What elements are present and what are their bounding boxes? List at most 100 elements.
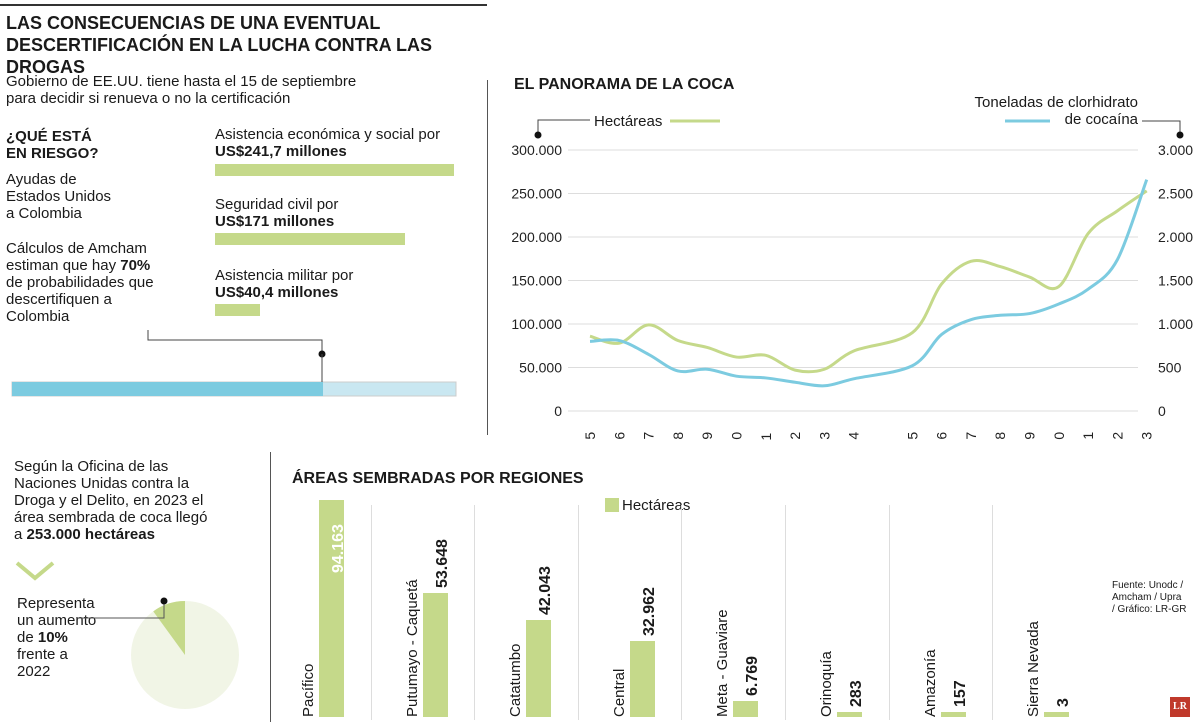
x-tick-label: 2021	[1080, 432, 1096, 440]
bar-amazon-a	[940, 712, 966, 717]
x-tick-label: 2013	[816, 432, 832, 440]
x-tick-label: 2014	[846, 432, 862, 440]
value-label: 283	[848, 680, 865, 707]
aid-military: Asistencia militar por US$40,4 millones	[215, 267, 354, 301]
aid-civil-bar	[215, 233, 405, 245]
column-separator	[992, 505, 994, 720]
line-chart: 0 0 50.000 500 100.000 1.000 150.000 1.500 200.0…	[511, 119, 1193, 440]
x-tick-label: 2019	[1022, 432, 1038, 440]
bar-legend-label: Hectáreas	[622, 497, 691, 514]
series-line-hectareas	[589, 189, 1148, 374]
x-tick-label: 2010	[729, 432, 745, 440]
left-tick-label: 150.000	[511, 273, 562, 289]
column-separator	[888, 505, 890, 720]
unodc-text: Según la Oficina de las Naciones Unidas c…	[14, 458, 208, 543]
x-tick-label: 2005	[582, 432, 598, 440]
category-label: Pacífico	[300, 663, 317, 717]
bar-putumayo-caquet-	[422, 593, 448, 717]
x-tick-label: 2011	[758, 433, 774, 440]
x-tick-label: 2007	[641, 432, 657, 440]
value-label: 3	[1055, 698, 1073, 707]
bar-central	[629, 641, 655, 717]
risk-subtext: Ayudas de Estados Unidos a Colombia	[6, 171, 112, 222]
legend-hectareas: Hectáreas	[594, 113, 663, 130]
source-note: Fuente: Unodc / Amcham / Upra / Gráfico: L…	[1112, 580, 1187, 615]
bar-sierra-nevada	[1044, 712, 1070, 717]
lr-logo: LR	[1170, 697, 1190, 717]
x-tick-label: 2009	[699, 432, 715, 440]
x-tick-label: 2012	[787, 432, 803, 440]
series-line-cocaina	[589, 179, 1149, 388]
line-chart-title: EL PANORAMA DE LA COCA	[514, 76, 735, 93]
column-separator	[370, 505, 372, 720]
probability-bar	[11, 330, 457, 397]
column-separator	[785, 505, 786, 720]
value-label: 94.163	[330, 524, 347, 573]
legend-leader	[1142, 120, 1181, 135]
category-label: Orinoquía	[818, 651, 835, 717]
x-tick-label: 2006	[611, 432, 627, 440]
x-tick-label: 2018	[992, 432, 1008, 440]
x-tick-label: 2008	[670, 432, 686, 440]
left-tick-label: 300.000	[511, 142, 562, 158]
aid-economic-bar	[215, 164, 454, 176]
pie-slice-increase	[153, 601, 185, 655]
category-label: Amazonía	[921, 649, 939, 717]
legend-cocaina: Toneladas de clorhidrato de cocaína	[974, 94, 1138, 128]
category-label: Putumayo - Caquetá	[403, 579, 421, 717]
value-label: 32.962	[640, 587, 658, 637]
right-tick-label: 3.000	[1158, 142, 1193, 158]
column-separator	[474, 505, 476, 720]
left-tick-label: 200.000	[511, 229, 562, 245]
amcham-text: Cálculos de Amcham estiman que hay 70% de …	[6, 240, 154, 325]
x-tick-label: 2023	[1139, 432, 1155, 440]
bar-catatumbo	[526, 620, 552, 717]
risk-heading: ¿QUÉ ESTÁ EN RIESGO?	[6, 128, 99, 162]
x-tick-label: 2020	[1051, 432, 1067, 440]
right-tick-label: 2.500	[1158, 186, 1193, 202]
bar-pac-fico	[319, 500, 344, 717]
column-separator	[681, 505, 683, 720]
x-tick-label: 2017	[963, 432, 979, 440]
category-label: Catatumbo	[507, 643, 525, 717]
value-label: 53.648	[433, 539, 451, 589]
x-tick-label: 2015	[904, 432, 920, 440]
value-label: 6.769	[744, 656, 762, 697]
legend-leader	[537, 119, 590, 135]
intro-text: Gobierno de EE.UU. tiene hasta el 15 de …	[6, 73, 357, 107]
legend-dot	[1176, 131, 1184, 139]
x-tick-label: 2022	[1109, 432, 1125, 440]
value-label: 157	[951, 680, 969, 707]
chevron-down-icon	[15, 561, 55, 581]
column-separator	[577, 505, 579, 720]
right-tick-label: 1.500	[1158, 273, 1193, 289]
probability-fill	[12, 382, 323, 396]
legend-dot	[534, 131, 542, 139]
aid-civil: Seguridad civil por US$171 millones	[215, 196, 339, 230]
right-tick-label: 0	[1158, 403, 1166, 419]
category-label: Sierra Nevada	[1025, 621, 1043, 717]
value-label: 42.043	[537, 566, 555, 616]
increase-pie	[78, 597, 239, 709]
left-tick-label: 0	[554, 403, 562, 419]
x-tick-label: 2016	[934, 432, 950, 440]
left-tick-label: 50.000	[519, 360, 562, 376]
aid-economic: Asistencia económica y social por US$241,…	[215, 126, 441, 160]
bar-meta-guaviare	[733, 701, 759, 717]
divider	[487, 80, 488, 435]
right-tick-label: 1.000	[1158, 316, 1193, 332]
right-tick-label: 2.000	[1158, 229, 1193, 245]
divider	[270, 452, 271, 722]
page-title: LAS CONSECUENCIAS DE UNA EVENTUAL DESCERT…	[6, 13, 432, 77]
bar-chart-title: ÁREAS SEMBRADAS POR REGIONES	[292, 470, 584, 487]
category-label: Central	[610, 668, 628, 717]
increase-text: Representa un aumento de 10% frente a 2022	[17, 595, 97, 680]
bar-orinoqu-a	[837, 712, 862, 717]
category-label: Meta - Guaviare	[714, 609, 732, 717]
left-tick-label: 250.000	[511, 186, 562, 202]
top-rule	[0, 4, 487, 6]
aid-military-bar	[215, 304, 260, 316]
left-tick-label: 100.000	[511, 316, 562, 332]
legend-swatch	[605, 498, 619, 512]
right-tick-label: 500	[1158, 360, 1182, 376]
